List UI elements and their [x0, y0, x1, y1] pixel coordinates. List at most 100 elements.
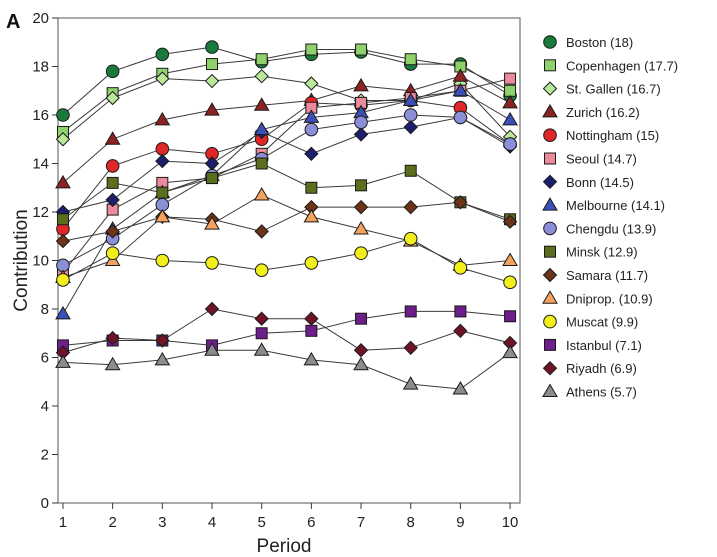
data-point [502, 214, 518, 229]
data-point [105, 224, 120, 239]
data-point [304, 311, 319, 326]
data-point [255, 327, 268, 340]
legend-marker [542, 174, 558, 190]
data-point [404, 53, 417, 66]
data-point [154, 351, 171, 366]
series-line [62, 194, 511, 278]
legend-marker [544, 59, 556, 72]
data-point [504, 84, 517, 97]
series-line [62, 75, 511, 140]
data-point [205, 40, 219, 54]
y-tick-label: 4 [41, 398, 49, 415]
x-tick-label: 2 [108, 514, 116, 531]
data-point [105, 192, 120, 208]
data-point [404, 305, 417, 318]
data-point [254, 263, 269, 278]
data-point [206, 172, 218, 185]
series-line [62, 75, 511, 184]
data-point [353, 127, 369, 142]
data-point [255, 157, 268, 170]
series-line [62, 90, 511, 315]
data-point [403, 231, 418, 246]
data-point [303, 351, 320, 366]
legend-marker [542, 290, 558, 304]
legend-marker [542, 103, 558, 118]
legend: Boston (18) Copenhagen (17.7) St. Gallen (… [542, 35, 678, 400]
data-point [155, 142, 170, 156]
legend-label: Minsk (12.9) [566, 245, 638, 260]
y-tick-label: 10 [32, 253, 49, 270]
series-line [62, 162, 511, 220]
data-point [155, 253, 170, 268]
data-point [304, 256, 319, 270]
data-point [253, 97, 270, 111]
legend-label: Copenhagen (17.7) [566, 58, 678, 73]
legend-label: Melbourne (14.1) [566, 198, 665, 213]
y-tick-label: 2 [41, 447, 49, 464]
legend-marker [542, 360, 558, 376]
data-point [56, 213, 69, 226]
legend-marker [542, 267, 558, 283]
y-tick-label: 18 [32, 59, 49, 76]
data-point [253, 187, 270, 201]
x-tick-label: 10 [502, 514, 519, 531]
x-axis: 1 2 3 4 5 6 7 8 9 10 [59, 503, 519, 531]
x-tick-label: 6 [307, 514, 315, 531]
data-point [204, 216, 220, 230]
data-point [254, 68, 269, 84]
y-tick-label: 0 [41, 495, 49, 512]
data-point [56, 273, 70, 287]
x-tick-label: 3 [158, 514, 166, 531]
series-line [62, 349, 511, 390]
series-line [62, 238, 511, 283]
series-line [62, 49, 511, 133]
data-point [453, 110, 468, 125]
data-point [504, 72, 517, 85]
data-point [155, 333, 170, 348]
legend-marker [543, 35, 557, 49]
x-tick-label: 4 [208, 514, 216, 531]
x-tick-label: 1 [59, 514, 67, 531]
x-tick-label: 9 [456, 514, 464, 531]
legend-label: Chengdu (13.9) [566, 221, 656, 236]
data-point [155, 71, 170, 86]
legend-label: Nottingham (15) [566, 128, 659, 143]
data-point [502, 111, 518, 126]
data-point [204, 301, 220, 317]
x-axis-title: Period [257, 536, 312, 557]
data-point [304, 122, 319, 137]
legend-label: Istanbul (7.1) [566, 338, 642, 353]
x-tick-label: 5 [258, 514, 266, 531]
data-point [305, 181, 318, 194]
data-point [353, 343, 369, 358]
series-line [62, 46, 511, 116]
legend-label: Athens (5.7) [566, 385, 637, 400]
legend-marker [544, 245, 556, 258]
data-point [204, 73, 220, 89]
data-point [403, 199, 418, 215]
x-tick-label: 8 [407, 514, 415, 531]
data-point [106, 176, 119, 189]
data-point [354, 115, 368, 130]
data-point [303, 109, 320, 123]
series-line [62, 99, 511, 230]
data-point [355, 179, 368, 192]
legend-label: Seoul (14.7) [566, 152, 637, 167]
legend-marker [542, 81, 558, 96]
data-point [56, 108, 70, 122]
y-tick-label: 6 [41, 350, 49, 367]
legend-marker [542, 383, 558, 397]
data-point [402, 376, 419, 390]
legend-label: Muscat (9.9) [566, 315, 638, 330]
data-point [105, 90, 120, 106]
data-point [205, 256, 219, 270]
data-point [354, 246, 368, 261]
panel-label: A [6, 11, 20, 33]
series-lines [62, 46, 511, 390]
y-tick-label: 16 [32, 107, 49, 124]
data-point [155, 47, 170, 62]
data-point [353, 77, 369, 92]
data-point [55, 132, 71, 147]
legend-label: Boston (18) [566, 35, 633, 50]
